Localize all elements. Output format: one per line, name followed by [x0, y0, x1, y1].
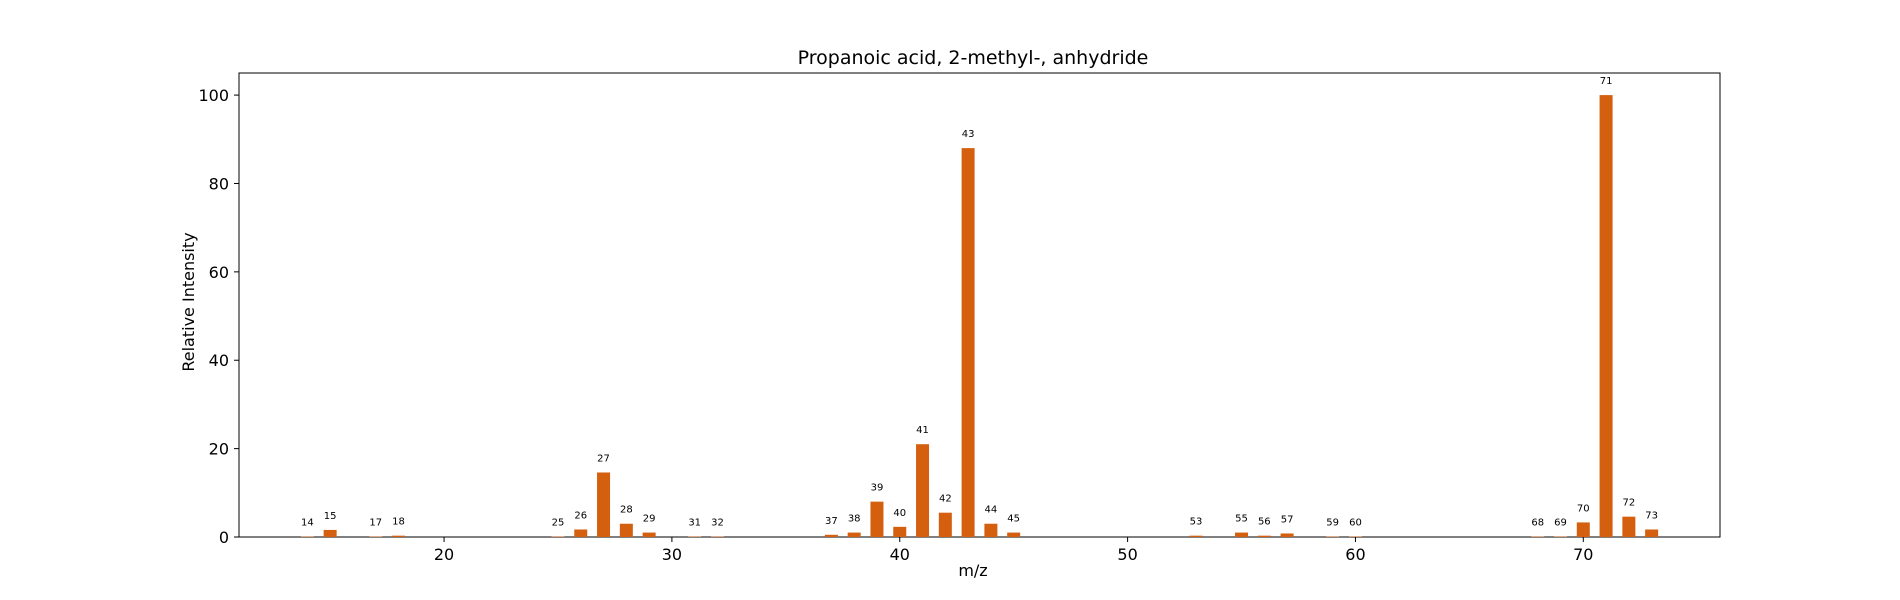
peak-label-72: 72 [1622, 498, 1635, 509]
peak-label-32: 32 [711, 518, 724, 529]
peak-label-57: 57 [1281, 514, 1294, 525]
x-tick-label: 70 [1573, 545, 1593, 564]
x-tick-label: 30 [662, 545, 682, 564]
peak-label-39: 39 [871, 483, 884, 494]
bar-mz-18 [391, 535, 405, 537]
peak-label-27: 27 [597, 453, 610, 464]
bar-mz-42 [938, 512, 952, 537]
bar-mz-27 [597, 472, 611, 537]
peak-label-45: 45 [1007, 514, 1020, 525]
peak-label-55: 55 [1235, 514, 1248, 525]
plot-area [238, 72, 1721, 538]
bar-mz-29 [642, 532, 656, 537]
x-axis-title: m/z [958, 561, 987, 580]
y-tick-label: 60 [209, 263, 229, 282]
peak-label-71: 71 [1600, 76, 1613, 87]
bar-mz-70 [1576, 522, 1590, 537]
y-tick-label: 40 [209, 351, 229, 370]
bar-mz-71 [1599, 95, 1613, 537]
y-tick-label: 0 [219, 528, 229, 547]
bar-mz-72 [1622, 516, 1636, 537]
bar-mz-38 [847, 532, 861, 537]
peak-label-25: 25 [552, 518, 565, 529]
y-axis-ticks: 0 20 40 60 80 100 [198, 86, 239, 547]
peak-label-29: 29 [643, 514, 656, 525]
peak-label-37: 37 [825, 516, 838, 527]
peak-label-28: 28 [620, 505, 633, 516]
bar-mz-73 [1645, 529, 1659, 537]
peak-label-43: 43 [962, 129, 975, 140]
bar-mz-15 [323, 529, 337, 537]
peak-label-31: 31 [688, 518, 701, 529]
y-tick-label: 20 [209, 440, 229, 459]
peak-label-70: 70 [1577, 503, 1590, 514]
bar-mz-44 [984, 523, 998, 537]
bar-mz-40 [893, 526, 907, 537]
peak-label-59: 59 [1326, 518, 1339, 529]
peak-label-69: 69 [1554, 518, 1567, 529]
peak-label-60: 60 [1349, 518, 1362, 529]
bars-group [300, 95, 1659, 537]
x-tick-label: 60 [1345, 545, 1365, 564]
bar-mz-55 [1235, 532, 1249, 537]
peak-label-15: 15 [324, 511, 337, 522]
peak-label-73: 73 [1645, 510, 1658, 521]
bar-mz-37 [824, 534, 838, 537]
peak-label-44: 44 [985, 505, 998, 516]
bar-mz-43 [961, 148, 975, 537]
peak-label-17: 17 [369, 518, 382, 529]
x-tick-label: 20 [434, 545, 454, 564]
peak-label-14: 14 [301, 518, 314, 529]
bar-mz-45 [1007, 532, 1021, 537]
plot-frame [238, 72, 1721, 538]
bar-mz-26 [574, 529, 588, 537]
peak-label-56: 56 [1258, 517, 1271, 528]
y-axis-title: Relative Intensity [179, 232, 198, 371]
chart-title: Propanoic acid, 2-methyl-, anhydride [798, 47, 1149, 69]
bar-mz-41 [916, 444, 930, 537]
peak-label-68: 68 [1531, 518, 1544, 529]
peak-labels-group: 14 15 17 18 25 26 27 28 29 31 32 37 38 39 40 41 42 43 44 45… [301, 76, 1658, 528]
x-tick-label: 50 [1117, 545, 1137, 564]
bar-mz-53 [1189, 535, 1203, 537]
x-tick-label: 40 [890, 545, 910, 564]
y-tick-label: 100 [198, 86, 229, 105]
bar-mz-39 [870, 501, 884, 537]
bar-mz-57 [1280, 533, 1294, 537]
bar-mz-56 [1257, 535, 1271, 537]
bar-mz-28 [619, 523, 633, 537]
peak-label-26: 26 [574, 510, 587, 521]
peak-label-42: 42 [939, 494, 952, 505]
x-axis-ticks: 20 30 40 50 60 70 [434, 537, 1593, 564]
peak-label-40: 40 [893, 508, 906, 519]
peak-label-38: 38 [848, 514, 861, 525]
peak-label-18: 18 [392, 517, 405, 528]
y-tick-label: 80 [209, 174, 229, 193]
peak-label-53: 53 [1190, 517, 1203, 528]
peak-label-41: 41 [916, 425, 929, 436]
